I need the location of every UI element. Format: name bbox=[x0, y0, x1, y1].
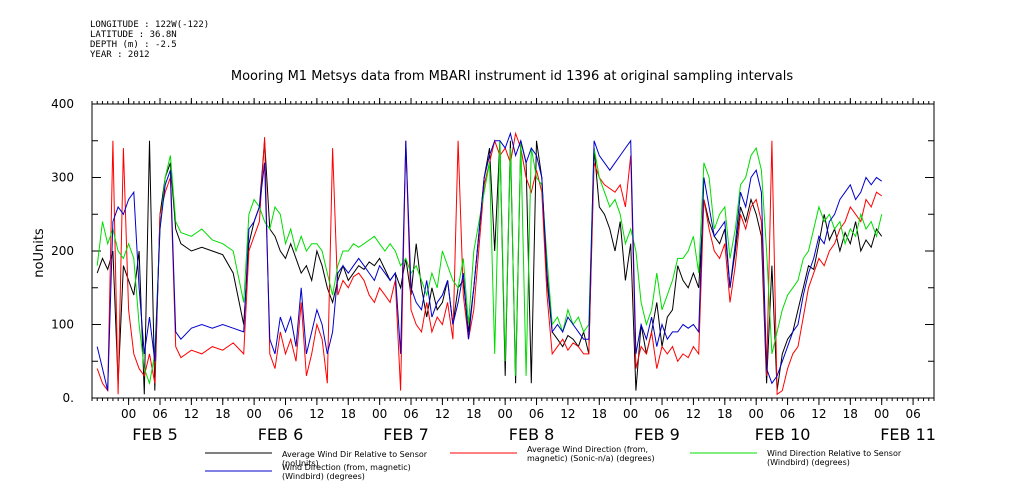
x-tick-label: 12 bbox=[811, 407, 826, 421]
legend-label-4: Wind Direction (from, magnetic) (Windbird… bbox=[282, 463, 411, 481]
metadata-block: LONGITUDE : 122W(-122) LATITUDE : 36.8N … bbox=[90, 20, 209, 60]
x-tick-label: 06 bbox=[905, 407, 920, 421]
x-day-label: FEB 6 bbox=[258, 425, 304, 444]
x-tick-label: 06 bbox=[654, 407, 669, 421]
x-tick-label: 00 bbox=[874, 407, 889, 421]
plot-area: 00 06 12 18 00 06 12 18 00 06 12 18 00 06 12 18 00 06 12 18… bbox=[51, 97, 936, 444]
y-tick-label: 0. bbox=[63, 391, 74, 405]
y-axis-label: noUnits bbox=[32, 228, 47, 278]
x-tick-label: 18 bbox=[341, 407, 356, 421]
x-tick-label: 18 bbox=[717, 407, 732, 421]
latitude-label: LATITUDE : 36.8N bbox=[90, 30, 177, 40]
x-tick-label: 06 bbox=[780, 407, 795, 421]
series-line-4 bbox=[96, 131, 882, 391]
y-tick-label: 100 bbox=[51, 318, 74, 332]
legend: Average Wind Dir Relative to Sensor (noUn… bbox=[205, 445, 902, 481]
chart-title: Mooring M1 Metsys data from MBARI instru… bbox=[231, 69, 793, 84]
x-tick-label: 00 bbox=[498, 407, 513, 421]
x-day-label: FEB 8 bbox=[509, 425, 555, 444]
x-tick-label: 12 bbox=[686, 407, 701, 421]
y-tick-label: 200 bbox=[51, 244, 74, 258]
legend-label-2: Average Wind Direction (from, magnetic) (… bbox=[527, 445, 655, 463]
x-tick-label: 06 bbox=[403, 407, 418, 421]
x-day-label: FEB 7 bbox=[383, 425, 429, 444]
x-tick-label: 18 bbox=[592, 407, 607, 421]
y-tick-label: 300 bbox=[51, 171, 74, 185]
x-day-label: FEB 5 bbox=[132, 425, 178, 444]
x-tick-label: 12 bbox=[560, 407, 575, 421]
x-tick-label: 06 bbox=[152, 407, 167, 421]
x-day-label: FEB 11 bbox=[880, 425, 936, 444]
series-line-2 bbox=[96, 131, 882, 396]
series-line-3 bbox=[96, 140, 883, 386]
x-tick-label: 12 bbox=[184, 407, 199, 421]
x-tick-label: 00 bbox=[623, 407, 638, 421]
x-day-label: FEB 9 bbox=[634, 425, 680, 444]
x-tick-label: 12 bbox=[309, 407, 324, 421]
x-tick-label: 06 bbox=[529, 407, 544, 421]
legend-label-3: Wind Direction Relative to Sensor (Windbi… bbox=[767, 449, 902, 467]
depth-label: DEPTH (m) : -2.5 bbox=[90, 40, 177, 50]
x-tick-label: 18 bbox=[466, 407, 481, 421]
x-tick-label: 06 bbox=[278, 407, 293, 421]
x-tick-label: 18 bbox=[215, 407, 230, 421]
year-label: YEAR : 2012 bbox=[90, 50, 150, 60]
legend-label-1: Average Wind Dir Relative to Sensor (noUn… bbox=[282, 450, 428, 468]
x-tick-label: 18 bbox=[843, 407, 858, 421]
x-tick-label: 12 bbox=[435, 407, 450, 421]
longitude-label: LONGITUDE : 122W(-122) bbox=[90, 20, 210, 30]
y-tick-label: 400 bbox=[51, 97, 74, 111]
x-day-label: FEB 10 bbox=[755, 425, 811, 444]
x-tick-label: 00 bbox=[121, 407, 136, 421]
x-tick-label: 00 bbox=[372, 407, 387, 421]
x-tick-label: 00 bbox=[246, 407, 261, 421]
x-tick-label: 00 bbox=[749, 407, 764, 421]
